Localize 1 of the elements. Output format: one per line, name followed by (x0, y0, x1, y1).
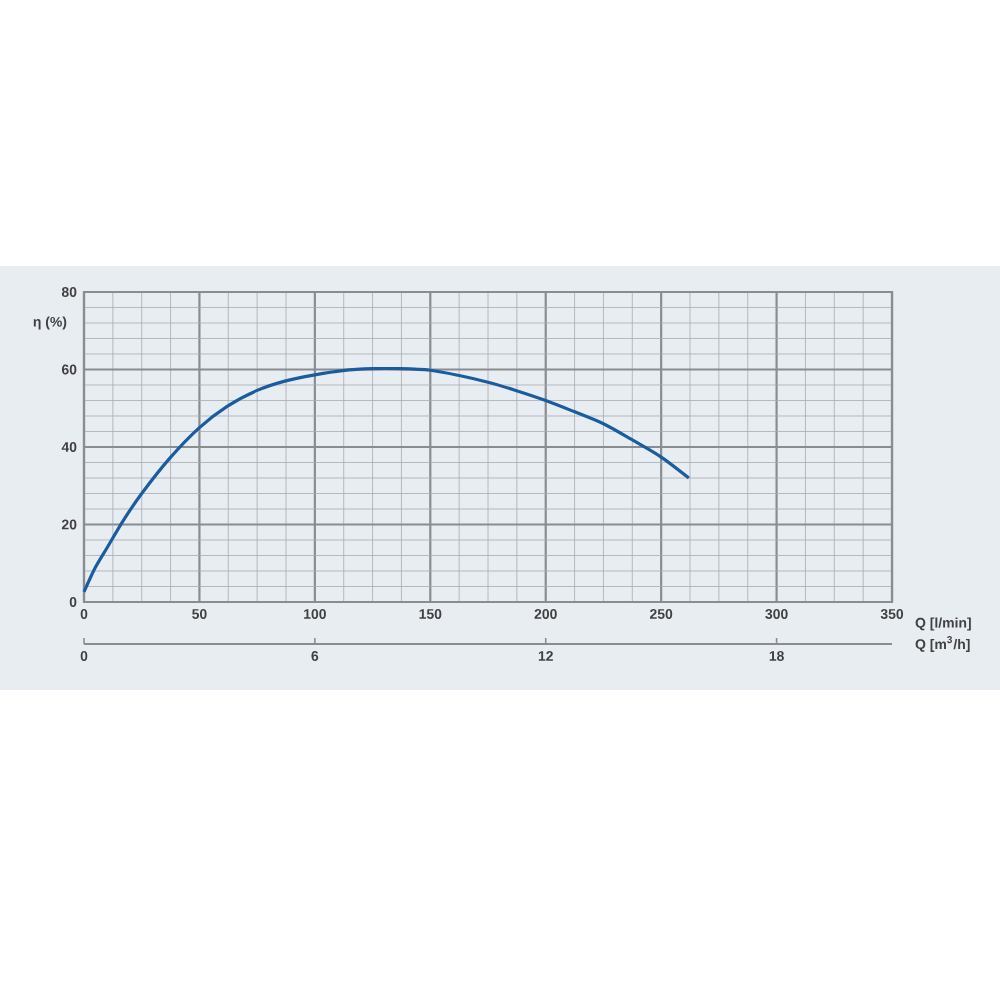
line-series (82, 366, 691, 594)
